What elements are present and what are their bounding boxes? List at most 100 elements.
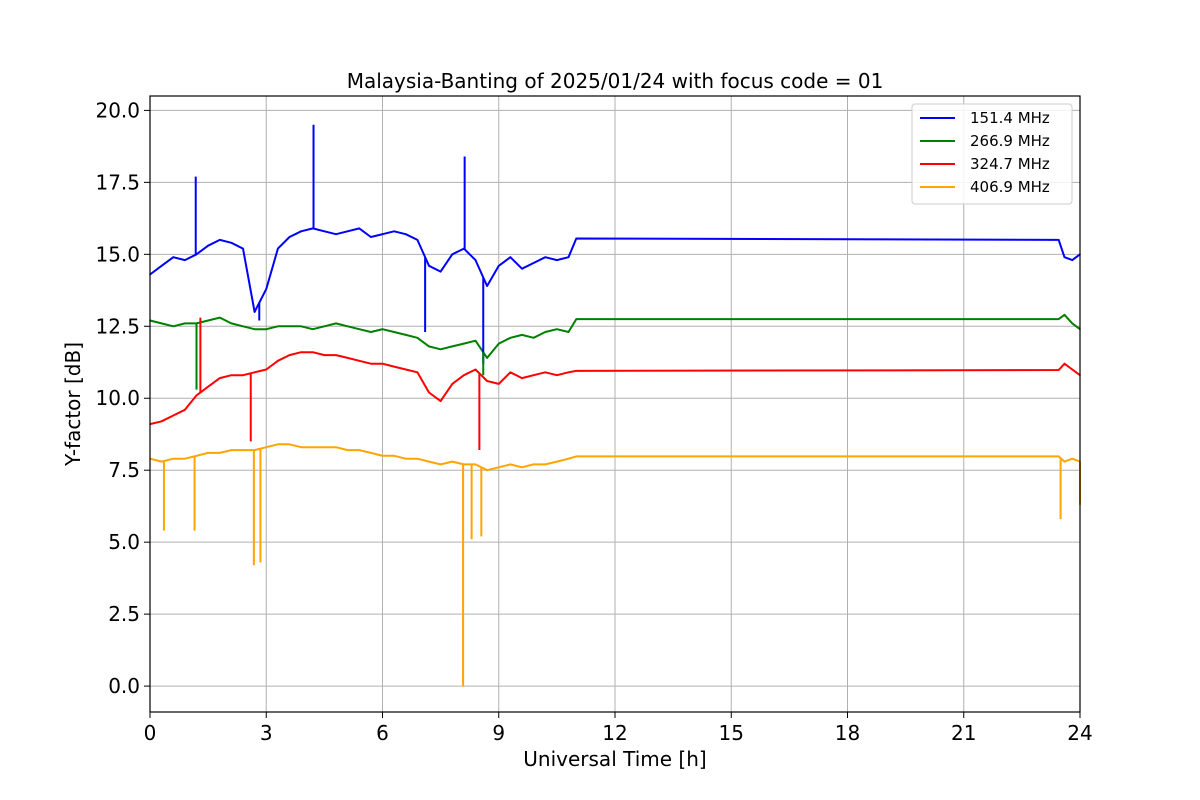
y-tick-label: 5.0 bbox=[108, 530, 140, 554]
data-point bbox=[358, 328, 361, 330]
data-point bbox=[335, 322, 337, 325]
data-point bbox=[207, 452, 209, 454]
data-point bbox=[265, 368, 268, 371]
data-point bbox=[160, 322, 163, 325]
data-point bbox=[486, 285, 488, 287]
data-point bbox=[575, 318, 578, 320]
x-tick-label: 3 bbox=[260, 721, 273, 745]
data-point bbox=[451, 383, 454, 385]
data-point bbox=[1057, 369, 1060, 371]
data-point bbox=[575, 237, 578, 240]
chart-title: Malaysia-Banting of 2025/01/24 with focu… bbox=[347, 69, 884, 93]
x-tick-label: 15 bbox=[719, 721, 744, 745]
data-point bbox=[509, 256, 512, 258]
data-point bbox=[544, 371, 547, 374]
data-series-layer bbox=[149, 124, 1081, 687]
series-line-324-7-mhz bbox=[149, 351, 1081, 426]
x-axis-label: Universal Time [h] bbox=[523, 747, 706, 771]
y-tick-label: 17.5 bbox=[95, 170, 140, 194]
data-point bbox=[370, 362, 372, 365]
data-point bbox=[346, 325, 349, 328]
data-point bbox=[346, 357, 349, 359]
data-point bbox=[300, 230, 302, 233]
data-point bbox=[300, 325, 302, 328]
data-point bbox=[323, 325, 326, 328]
data-point bbox=[521, 377, 523, 379]
data-point bbox=[404, 457, 407, 460]
y-tick-label: 7.5 bbox=[108, 458, 140, 482]
data-point bbox=[346, 230, 349, 233]
data-point bbox=[1057, 455, 1060, 458]
data-point bbox=[497, 265, 500, 267]
data-point bbox=[358, 360, 361, 362]
data-point bbox=[265, 288, 268, 290]
data-point bbox=[184, 408, 186, 411]
data-point bbox=[509, 336, 512, 339]
data-point bbox=[1071, 457, 1074, 460]
data-point bbox=[370, 331, 372, 333]
x-tick-label: 6 bbox=[376, 721, 389, 745]
data-point bbox=[567, 457, 570, 460]
data-point bbox=[230, 449, 233, 451]
data-point bbox=[544, 331, 547, 333]
data-point bbox=[439, 270, 442, 273]
data-point bbox=[567, 256, 570, 258]
data-point bbox=[1063, 460, 1066, 463]
legend-label: 406.9 MHz bbox=[970, 178, 1050, 196]
data-point bbox=[311, 351, 314, 353]
data-point bbox=[404, 334, 407, 336]
data-point bbox=[184, 259, 186, 261]
data-point bbox=[172, 325, 175, 328]
data-point bbox=[497, 466, 500, 469]
data-point bbox=[381, 328, 384, 330]
data-point bbox=[567, 371, 570, 374]
data-point bbox=[311, 446, 314, 448]
data-point bbox=[393, 331, 395, 333]
data-point bbox=[474, 259, 477, 261]
data-point bbox=[567, 331, 570, 333]
data-point bbox=[335, 233, 337, 235]
axis-ticks: 0 3 6 9 12 15 18 21 24 0.0 2.5 5.0 7.5 10.0 12.5 15.0 17… bbox=[95, 98, 1092, 745]
data-point bbox=[575, 370, 578, 372]
data-point bbox=[381, 362, 384, 365]
data-point bbox=[428, 391, 430, 394]
data-point bbox=[404, 233, 407, 235]
data-point bbox=[277, 443, 279, 446]
data-point bbox=[300, 351, 302, 353]
data-point bbox=[160, 265, 163, 267]
data-point bbox=[277, 325, 279, 328]
data-point bbox=[253, 371, 256, 374]
data-point bbox=[521, 466, 523, 469]
data-point bbox=[370, 452, 372, 454]
data-point bbox=[358, 449, 361, 451]
data-point bbox=[300, 446, 302, 448]
y-tick-label: 10.0 bbox=[95, 386, 140, 410]
data-point bbox=[1071, 322, 1074, 325]
data-point bbox=[195, 394, 198, 397]
data-point bbox=[1057, 239, 1060, 241]
data-point bbox=[486, 469, 488, 472]
y-tick-label: 15.0 bbox=[95, 242, 140, 266]
data-point bbox=[1057, 318, 1060, 320]
data-point bbox=[323, 354, 326, 356]
data-point bbox=[486, 380, 488, 382]
data-point bbox=[218, 239, 221, 241]
data-point bbox=[509, 463, 512, 466]
data-point bbox=[521, 267, 523, 270]
data-point bbox=[451, 253, 454, 256]
data-point bbox=[288, 236, 291, 238]
series-line-266-9-mhz bbox=[149, 313, 1081, 359]
data-point bbox=[277, 247, 279, 250]
data-point bbox=[544, 256, 547, 258]
data-point bbox=[381, 455, 384, 457]
data-point bbox=[428, 265, 430, 267]
legend-frame bbox=[911, 103, 1073, 205]
data-point bbox=[556, 460, 558, 463]
data-point bbox=[486, 357, 488, 359]
data-point bbox=[416, 457, 419, 460]
data-point bbox=[532, 374, 535, 377]
data-point bbox=[556, 259, 558, 261]
data-point bbox=[1071, 368, 1074, 371]
chart-legend: 151.4 MHz 266.9 MHz 324.7 MHz 406.9 MHz bbox=[911, 103, 1073, 205]
